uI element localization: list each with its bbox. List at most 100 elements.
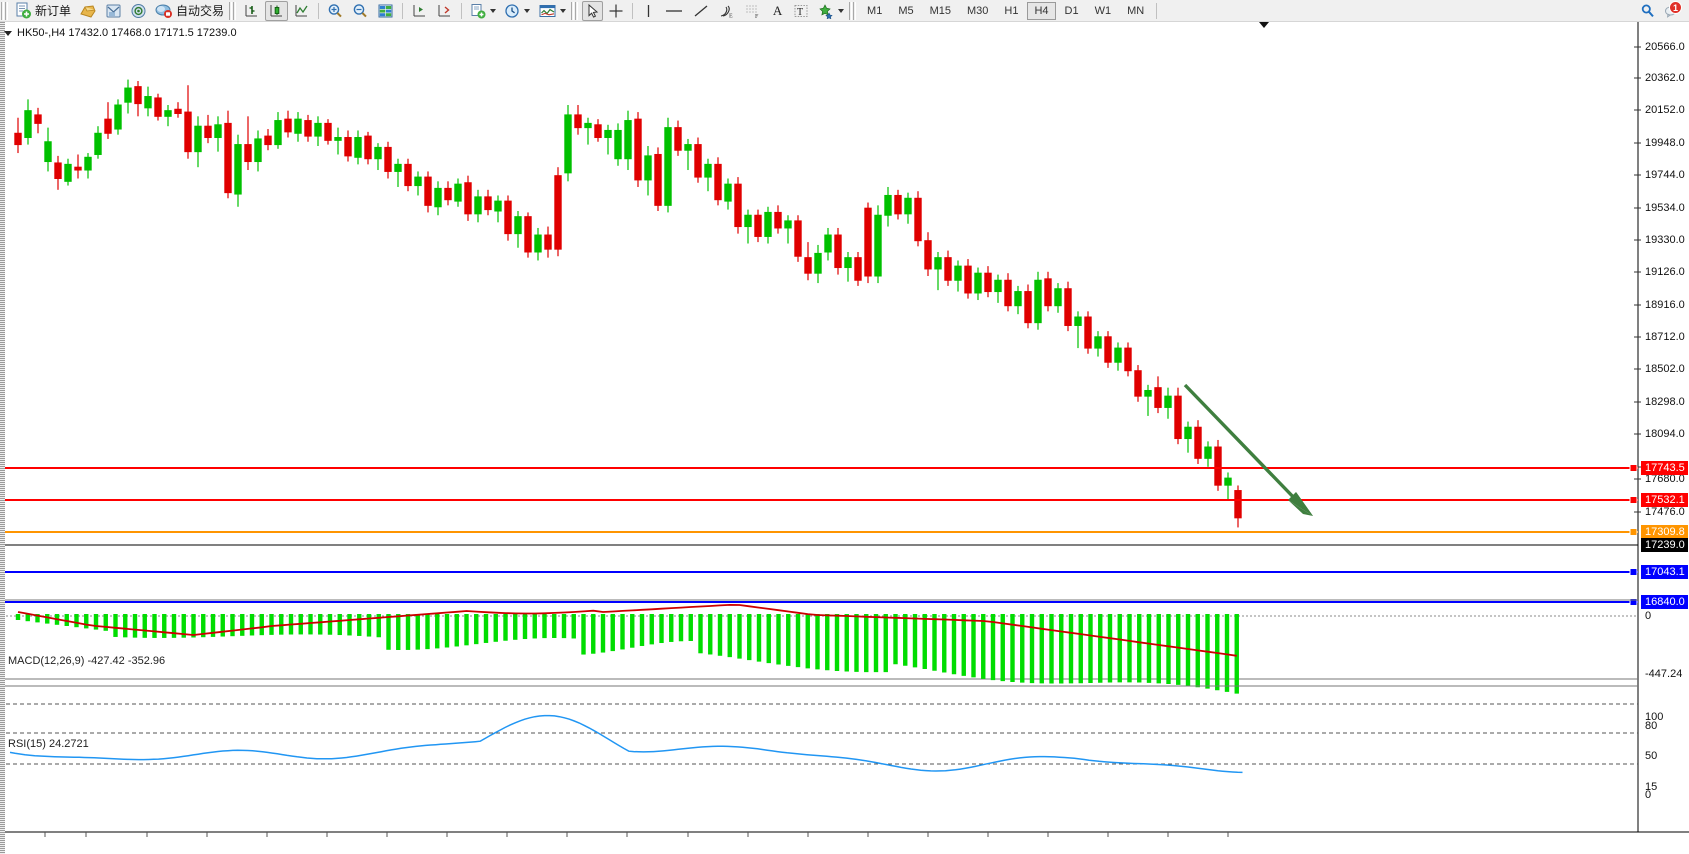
macd-scale-label: 0 xyxy=(1645,610,1652,622)
timeframe-m1[interactable]: M1 xyxy=(867,4,883,17)
price-axis-tick-label: 18094.0 xyxy=(1645,428,1685,440)
history-icon xyxy=(80,4,96,18)
toolbar-grip-3[interactable] xyxy=(571,1,579,20)
price-axis-tick-label: 19330.0 xyxy=(1645,234,1685,246)
rsi-scale-label: 50 xyxy=(1645,750,1658,762)
text-label-button[interactable]: T xyxy=(790,1,812,21)
new-order-button[interactable]: 新订单 xyxy=(12,1,74,21)
crosshair-button[interactable] xyxy=(605,1,627,21)
new-order-icon xyxy=(16,2,31,19)
line-chart-button[interactable] xyxy=(290,1,313,21)
price-level-tag-resistance-upper[interactable]: 17743.5 xyxy=(1641,461,1688,475)
macd-scale-label: -447.24 xyxy=(1645,668,1683,680)
price-axis-tick-label: 20362.0 xyxy=(1645,72,1685,84)
price-level-tag-current-price[interactable]: 17239.0 xyxy=(1641,538,1688,552)
vertical-line-button[interactable] xyxy=(638,1,659,21)
chart-menu-triangle-icon[interactable] xyxy=(4,30,12,36)
bar-chart-button[interactable] xyxy=(240,1,263,21)
toolbar-separator-3 xyxy=(461,2,463,19)
price-level-tag-target-level[interactable]: 17309.8 xyxy=(1641,525,1688,539)
history-button[interactable] xyxy=(76,1,100,21)
horizontal-line-icon xyxy=(666,9,683,12)
templates-dropdown-caret[interactable] xyxy=(490,8,497,13)
fibo-fan-icon: F xyxy=(746,4,759,19)
auto-trading-label: 自动交易 xyxy=(176,4,225,18)
timeframe-d1[interactable]: D1 xyxy=(1064,4,1079,17)
auto-scroll-icon xyxy=(438,4,451,16)
text-icon: A xyxy=(772,2,783,18)
price-axis-tick-label: 17476.0 xyxy=(1645,506,1685,518)
new-order-label: 新订单 xyxy=(35,4,72,18)
price-level-tag-support-lower[interactable]: 16840.0 xyxy=(1641,595,1688,609)
toolbar-grip-4[interactable] xyxy=(849,1,857,20)
timeframe-m30[interactable]: M30 xyxy=(967,4,989,17)
signals-button[interactable] xyxy=(127,1,150,21)
shapes-dropdown-caret[interactable] xyxy=(838,8,845,13)
mailbox-button[interactable] xyxy=(102,1,125,21)
chart-area[interactable]: HK50-,H4 17432.0 17468.0 17171.5 17239.0 xyxy=(0,22,1689,854)
toolbar-grip[interactable] xyxy=(1,1,8,20)
candlestick-chart-icon xyxy=(270,4,283,16)
signals-icon xyxy=(131,3,146,18)
chart-canvas xyxy=(0,22,1689,837)
toolbar-separator-2 xyxy=(402,2,404,19)
crosshair-icon xyxy=(609,4,623,17)
period-button[interactable] xyxy=(501,1,533,21)
price-axis-tick-label: 18298.0 xyxy=(1645,396,1685,408)
toolbar-grip-2[interactable] xyxy=(229,1,237,20)
indicators-dropdown-caret[interactable] xyxy=(560,8,567,13)
rsi-scale-label: 80 xyxy=(1645,720,1658,732)
auto-scroll-button[interactable] xyxy=(433,1,456,21)
data-window-icon xyxy=(378,4,393,17)
shapes-icon xyxy=(819,3,833,19)
cursor-button[interactable] xyxy=(582,0,604,21)
chart-symbol-label: HK50-,H4 17432.0 17468.0 17171.5 17239.0 xyxy=(17,27,237,39)
toolbar-separator-5 xyxy=(1156,2,1158,19)
timeframe-mn[interactable]: MN xyxy=(1127,4,1145,17)
rsi-indicator-title: RSI(15) 24.2721 xyxy=(8,738,89,750)
search-button[interactable] xyxy=(1637,1,1659,21)
auto-trading-icon xyxy=(155,4,173,18)
rsi-scale-label: 15 xyxy=(1645,781,1658,793)
timeframe-w1[interactable]: W1 xyxy=(1094,4,1112,17)
templates-button[interactable] xyxy=(467,1,499,21)
timeframe-m15[interactable]: M15 xyxy=(929,4,951,17)
price-axis-tick-label: 18502.0 xyxy=(1645,363,1685,375)
timeframe-h1[interactable]: H1 xyxy=(1004,4,1019,17)
price-axis-tick-label: 18916.0 xyxy=(1645,299,1685,311)
indicators-button[interactable] xyxy=(535,1,569,21)
price-axis-tick-label: 19534.0 xyxy=(1645,202,1685,214)
fibonacci-button[interactable]: E xyxy=(715,1,739,21)
price-axis-tick-label: 17680.0 xyxy=(1645,473,1685,485)
zoom-out-button[interactable] xyxy=(349,1,372,21)
price-axis-tick-label: 19948.0 xyxy=(1645,137,1685,149)
downtrend-arrow[interactable] xyxy=(1183,383,1313,516)
text-button[interactable]: A xyxy=(767,1,788,21)
search-icon xyxy=(1641,4,1654,17)
timeframe-h4[interactable]: H4 xyxy=(1027,1,1056,20)
price-level-tag-support-upper[interactable]: 17043.1 xyxy=(1641,565,1688,579)
svg-text:E: E xyxy=(729,13,733,19)
bar-chart-icon xyxy=(245,4,258,16)
auto-trading-button[interactable]: 自动交易 xyxy=(152,1,227,21)
price-axis-tick-label: 18712.0 xyxy=(1645,331,1685,343)
candlestick-chart-button[interactable] xyxy=(265,0,289,21)
notification-badge: 1 xyxy=(1669,0,1682,14)
cursor-icon xyxy=(588,3,599,18)
shift-chart-button[interactable] xyxy=(408,1,431,21)
svg-text:F: F xyxy=(755,14,759,19)
horizontal-line-button[interactable] xyxy=(661,1,687,21)
price-level-tag-resistance-lower[interactable]: 17532.1 xyxy=(1641,493,1688,507)
indicators-icon xyxy=(539,4,556,17)
fibonacci-icon: E xyxy=(720,5,733,19)
trendline-icon xyxy=(694,5,708,16)
shapes-button[interactable] xyxy=(814,1,847,21)
timeframe-m5[interactable]: M5 xyxy=(898,4,914,17)
zoom-in-button[interactable] xyxy=(324,1,347,21)
fibo-fan-button[interactable]: F xyxy=(741,1,765,21)
zoom-in-icon xyxy=(328,3,342,17)
period-dropdown-caret[interactable] xyxy=(524,8,531,13)
alerts-button[interactable]: 1 xyxy=(1661,0,1683,21)
data-window-button[interactable] xyxy=(374,1,397,21)
trendline-button[interactable] xyxy=(689,1,713,21)
